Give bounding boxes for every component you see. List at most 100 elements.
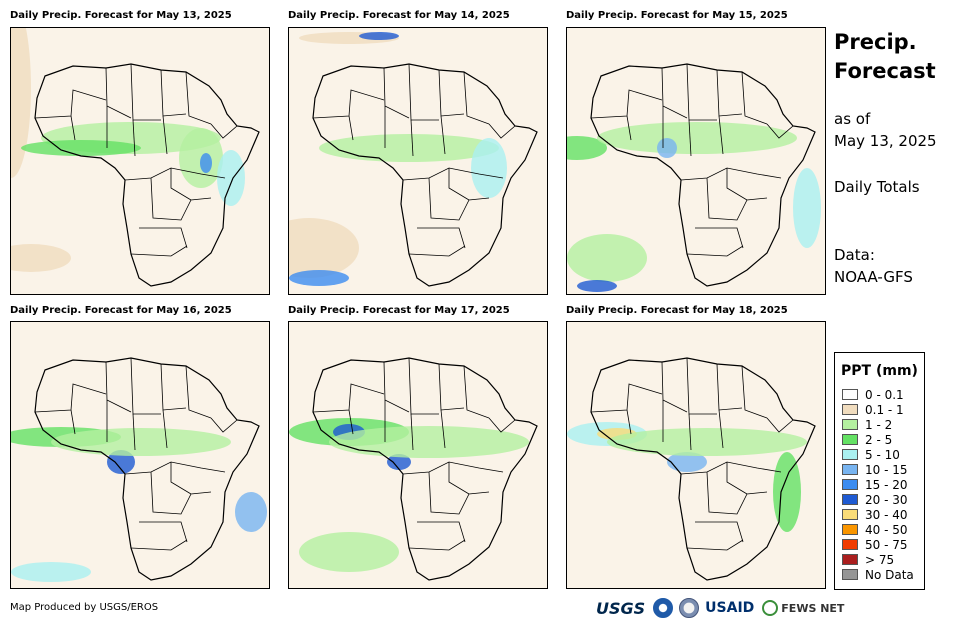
country-border (348, 115, 354, 141)
data-source: NOAA-GFS (834, 268, 913, 286)
legend-swatch (842, 449, 858, 460)
precip-area (235, 492, 267, 532)
legend-swatch (842, 554, 858, 565)
map-may18 (566, 321, 826, 589)
panel-title-may14: Daily Precip. Forecast for May 14, 2025 (288, 10, 510, 21)
panel-title-may15: Daily Precip. Forecast for May 15, 2025 (566, 10, 788, 21)
country-border (150, 177, 212, 221)
country-border (185, 71, 212, 125)
country-border (428, 471, 490, 515)
country-border (210, 417, 238, 433)
country-border (688, 413, 692, 451)
legend-label: 15 - 20 (865, 477, 908, 492)
country-border (741, 365, 768, 419)
legend-label: 20 - 30 (865, 492, 908, 507)
country-border (448, 462, 470, 495)
country-border (590, 89, 663, 119)
country-border (463, 365, 490, 419)
precip-area (567, 136, 607, 160)
precip-area (217, 150, 245, 206)
country-border (170, 462, 192, 495)
legend-label: 40 - 50 (865, 522, 908, 537)
country-border (766, 417, 794, 433)
africa-coastline (590, 63, 816, 287)
precip-area (667, 452, 707, 472)
country-border (686, 245, 744, 257)
legend-label: > 75 (865, 552, 895, 567)
legend-swatch (842, 509, 858, 520)
country-border (695, 227, 744, 249)
legend-label: 0 - 0.1 (865, 387, 904, 402)
country-border (130, 539, 188, 551)
precip-area (657, 138, 677, 158)
country-border (741, 71, 768, 125)
panel-title-may18: Daily Precip. Forecast for May 18, 2025 (566, 305, 788, 316)
as-of-label: as of (834, 110, 871, 128)
doi-logo (679, 598, 700, 618)
africa-map (11, 322, 269, 588)
country-border (440, 409, 446, 449)
country-border (766, 123, 794, 139)
legend-label: 50 - 75 (865, 537, 908, 552)
precip-area (773, 452, 801, 532)
precip-area (793, 168, 821, 248)
country-border (463, 71, 490, 125)
legend-swatch (842, 404, 858, 415)
country-border (706, 177, 768, 221)
precip-area (471, 138, 507, 198)
country-border (170, 168, 192, 201)
country-border (348, 409, 354, 435)
legend-swatch (842, 524, 858, 535)
country-border (185, 365, 212, 419)
legend-item: > 75 (842, 552, 894, 567)
africa-coastline (34, 357, 260, 581)
partner-logos: USGS USAID FEWS NET (596, 598, 844, 618)
precip-area (11, 562, 91, 582)
country-border (34, 383, 107, 413)
precip-area (11, 28, 31, 178)
africa-coastline (590, 357, 816, 581)
country-border (139, 227, 188, 249)
country-border (139, 521, 188, 543)
country-border (726, 168, 748, 201)
country-border (590, 383, 663, 413)
panel-title-may13: Daily Precip. Forecast for May 13, 2025 (10, 10, 232, 21)
precip-area (289, 218, 359, 278)
country-border (440, 115, 446, 155)
data-label: Data: (834, 246, 875, 264)
legend-swatch (842, 494, 858, 505)
country-border (726, 462, 748, 495)
country-border (718, 115, 724, 155)
legend-item: 0.1 - 1 (842, 402, 904, 417)
country-border (410, 119, 414, 157)
map-may13 (10, 27, 270, 295)
country-border (34, 89, 107, 119)
panel-title-may17: Daily Precip. Forecast for May 17, 2025 (288, 305, 510, 316)
legend-swatch (842, 479, 858, 490)
legend-item: 10 - 15 (842, 462, 908, 477)
africa-coastline (312, 63, 538, 287)
legend-label: 0.1 - 1 (865, 402, 904, 417)
legend-swatch (842, 569, 858, 580)
legend-title: PPT (mm) (841, 363, 918, 379)
country-border (150, 471, 212, 515)
country-border (132, 119, 136, 157)
precip-area (21, 140, 141, 156)
legend-item: 0 - 0.1 (842, 387, 904, 402)
precip-area (577, 280, 617, 292)
noaa-logo (653, 598, 674, 618)
map-may14 (288, 27, 548, 295)
precip-area (567, 234, 647, 282)
legend-item: 1 - 2 (842, 417, 892, 432)
legend-item: 5 - 10 (842, 447, 900, 462)
country-border (312, 89, 385, 119)
legend-label: 30 - 40 (865, 507, 908, 522)
africa-map (289, 28, 547, 294)
precip-area (597, 122, 797, 154)
precip-area (329, 425, 529, 459)
country-border (130, 245, 188, 257)
precip-area (200, 153, 212, 173)
precip-area (289, 270, 349, 286)
side-title-line2: Forecast (834, 59, 936, 83)
map-may16 (10, 321, 270, 589)
